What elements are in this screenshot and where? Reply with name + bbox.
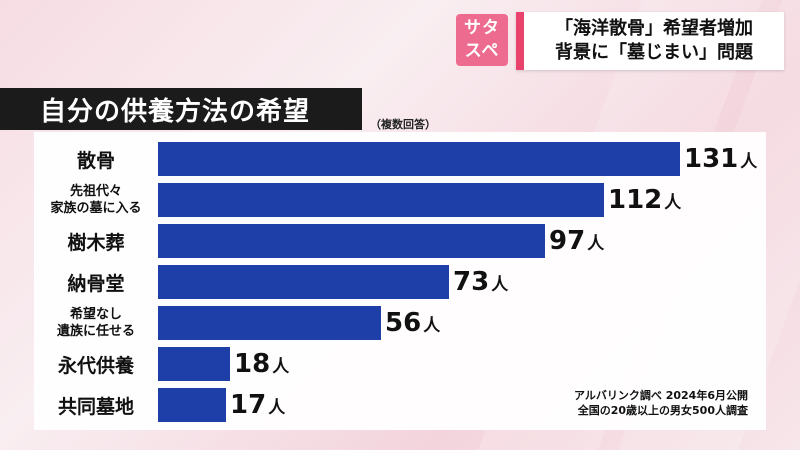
data-label-value: 56 [385,308,422,338]
data-label-value: 73 [453,267,490,297]
headline-line-2: 背景に「墓じまい」問題 [555,42,753,63]
data-label-value: 112 [608,185,663,215]
data-label: 131 人 [684,142,757,176]
data-label-value: 17 [230,390,267,420]
data-label-value: 18 [234,349,271,379]
category-label: 永代供養 [57,354,134,377]
logo-line-2: スペ [464,41,500,61]
chart-note: （複数回答） [370,118,436,131]
news-headline: 「海洋散骨」希望者増加 背景に「墓じまい」問題 [516,12,784,70]
headline-line-1: 「海洋散骨」希望者増加 [555,18,753,39]
bar [158,224,545,258]
bar [158,183,604,217]
source-note: アルバリンク調べ 2024年6月公開 全国の20歳以上の男女500人調査 [574,388,748,418]
source-line-1: アルバリンク調べ 2024年6月公開 [574,389,748,402]
category-label: 散骨 [76,149,115,172]
data-label: 97 人 [549,224,604,258]
data-label-unit: 人 [491,275,509,295]
data-label: 112 人 [608,183,681,217]
category-label: 共同墓地 [57,395,134,418]
bar [158,347,230,381]
source-line-2: 全国の20歳以上の男女500人調査 [577,404,748,417]
data-label-unit: 人 [423,316,441,336]
logo-line-1: サタ [464,18,500,38]
chart-panel: アルバリンク調べ 2024年6月公開 全国の20歳以上の男女500人調査 散骨 1… [34,132,766,430]
data-label-value: 97 [549,226,586,256]
category-label: 先祖代々 家族の墓に入る [50,184,142,216]
bar [158,142,680,176]
data-label-unit: 人 [740,152,758,172]
data-label: 56 人 [385,306,440,340]
data-label-value: 131 [684,144,739,174]
data-label: 17 人 [230,388,285,422]
category-label: 納骨堂 [67,272,125,295]
data-label-unit: 人 [268,398,286,418]
data-label-unit: 人 [664,193,682,213]
category-label: 希望なし 遺族に任せる [56,307,135,339]
bar [158,265,449,299]
data-label-unit: 人 [272,357,290,377]
category-label: 樹木葬 [67,231,125,254]
data-label-unit: 人 [587,234,605,254]
bar [158,388,226,422]
show-logo: サタ スペ [456,14,508,66]
data-label: 73 人 [453,265,508,299]
chart-title: 自分の供養方法の希望 [0,88,362,130]
bar [158,306,381,340]
data-label: 18 人 [234,347,289,381]
